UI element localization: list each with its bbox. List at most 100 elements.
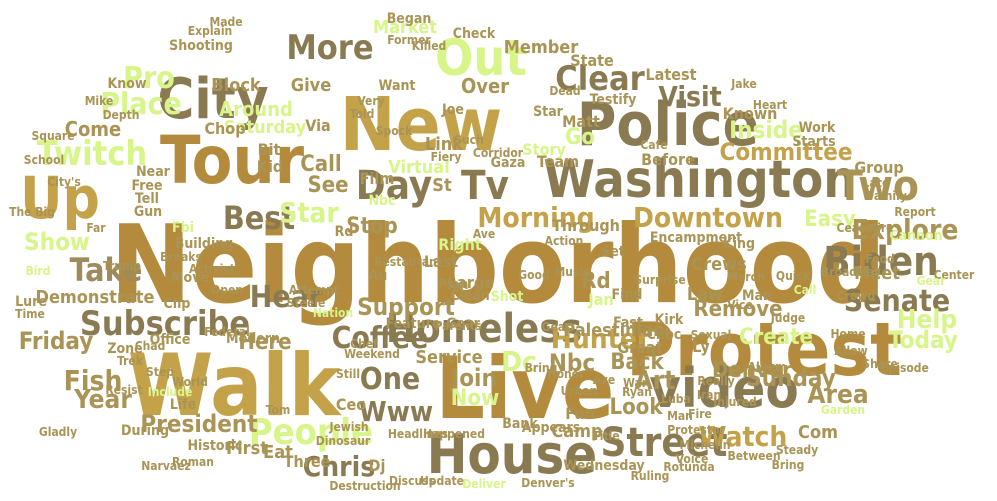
cloud-word: Shot [490, 289, 524, 305]
cloud-word: Cafe [640, 138, 668, 152]
cloud-word: Washington [543, 150, 857, 210]
cloud-word: Update [420, 474, 464, 488]
cloud-word: Latest [645, 65, 697, 84]
cloud-word: Pro [123, 61, 175, 96]
cloud-word: Call [300, 152, 342, 177]
cloud-word: Trek [117, 354, 143, 368]
cloud-word: Back [610, 350, 664, 375]
cloud-word: Support [357, 293, 455, 321]
cloud-word: March [727, 270, 765, 284]
cloud-word: During [121, 423, 169, 439]
cloud-word: Began [386, 11, 432, 27]
cloud-word: Title [592, 429, 620, 443]
cloud-word: Tv [460, 163, 510, 209]
cloud-word: Jake [731, 77, 757, 91]
cloud-word: Discuss [388, 474, 436, 488]
cloud-word: Explain [187, 24, 233, 38]
cloud-word: President [140, 410, 258, 438]
cloud-word: Surprise [634, 273, 686, 287]
cloud-word: Biden [823, 239, 939, 285]
cloud-word: Call [793, 283, 817, 297]
cloud-word: Gear [916, 274, 946, 288]
cloud-word: Dj [368, 456, 386, 475]
cloud-word: Saturday [223, 117, 307, 138]
cloud-word: Downtown [633, 201, 783, 234]
cloud-word: School [23, 153, 65, 167]
cloud-word: Easy [804, 207, 856, 232]
cloud-word: Dinosaur [315, 434, 371, 448]
cloud-word: Crowd [836, 289, 876, 303]
cloud-word: Time [15, 307, 45, 321]
cloud-word: Friday [18, 327, 94, 355]
cloud-word: Man [667, 409, 693, 423]
cloud-word: Far [86, 221, 106, 235]
cloud-word: Killed [411, 39, 447, 53]
cloud-word: Steele [286, 296, 326, 310]
cloud-word: Urban [560, 384, 598, 398]
cloud-word: Great [617, 338, 663, 357]
cloud-word: Eat [263, 442, 293, 463]
cloud-word: Judge [770, 311, 806, 325]
cloud-word: Law [686, 284, 724, 305]
cloud-word: Remove [693, 297, 783, 322]
cloud-word: Protestor [667, 423, 725, 437]
cloud-word: Between [727, 449, 781, 463]
cloud-word: Two [836, 161, 920, 210]
cloud-word: Out [435, 29, 527, 87]
cloud-word: Twitch [36, 134, 148, 174]
cloud-word: Office [149, 332, 191, 348]
cloud-word: Take [69, 251, 143, 289]
cloud-word: Quick [775, 269, 811, 283]
cloud-word: Ryan [622, 385, 652, 399]
cloud-word: Chris [302, 450, 376, 483]
cloud-word: Include [147, 385, 193, 399]
cloud-word: Fast [613, 315, 643, 331]
cloud-word: Spock [375, 124, 413, 138]
cloud-word: Rd [334, 224, 354, 240]
cloud-word: Walk [127, 336, 341, 436]
cloud-word: Dc [501, 345, 537, 378]
cloud-word: Jan [588, 290, 614, 309]
cloud-word: Family [867, 189, 907, 203]
cloud-word: Homeless [385, 306, 583, 352]
cloud-word: Three [283, 452, 331, 471]
cloud-word: Right [438, 235, 482, 254]
cloud-word: Gaza [490, 155, 526, 171]
cloud-word: Michelin [679, 438, 731, 452]
cloud-word: Com [798, 422, 838, 443]
cloud-word: Luba [661, 392, 691, 406]
cloud-word: Good [518, 268, 550, 282]
cloud-word: Known [722, 104, 778, 123]
cloud-word: Last [423, 252, 459, 271]
cloud-word: Ave [592, 373, 616, 387]
cloud-word: Before [641, 150, 695, 169]
cloud-word: Open [211, 283, 243, 297]
cloud-word: Story [522, 140, 566, 159]
cloud-word: Large [447, 273, 495, 292]
cloud-word: Activist [189, 262, 235, 276]
cloud-word: Star [533, 104, 563, 120]
cloud-word: Gladly [38, 425, 78, 439]
cloud-word: Shooting [169, 38, 233, 54]
cloud-word: Jewish [329, 420, 369, 434]
cloud-word: Nbc [368, 193, 396, 209]
cloud-word: Roman [172, 455, 214, 469]
cloud-word: Subscribe [79, 304, 251, 344]
cloud-word: Life [169, 397, 197, 413]
cloud-word: Up [20, 164, 100, 232]
cloud-word: City [157, 67, 269, 132]
cloud-word: Help [896, 305, 958, 335]
cloud-word: Testify [589, 92, 637, 108]
cloud-word: Coffee [331, 321, 429, 356]
cloud-word: Square [31, 129, 75, 143]
cloud-word: Voice [675, 452, 709, 466]
cloud-word: Appears [521, 420, 581, 436]
cloud-word: video [649, 357, 799, 420]
cloud-word: Sexual [690, 328, 732, 342]
cloud-word: Told [349, 107, 375, 121]
cloud-word: Honor [547, 367, 585, 381]
cloud-word: Rotunda [663, 460, 715, 474]
cloud-word: Protest [626, 307, 902, 393]
cloud-word: Tour [159, 122, 305, 199]
